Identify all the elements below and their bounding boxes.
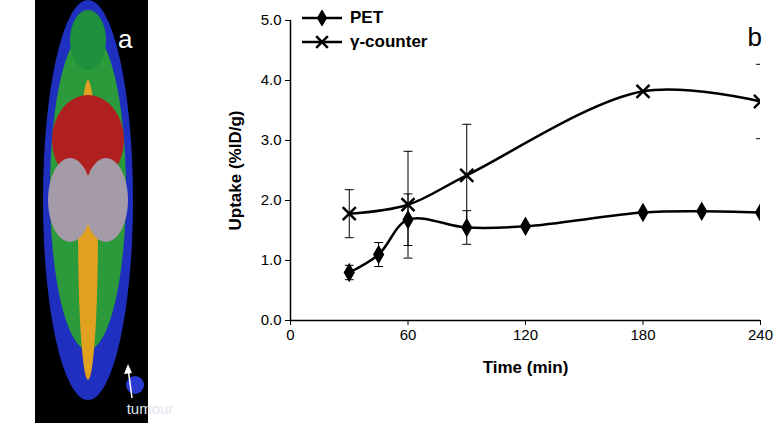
svg-text:5.0: 5.0 [261, 11, 282, 28]
svg-text:180: 180 [630, 326, 655, 343]
svg-text:240: 240 [748, 326, 773, 343]
svg-text:2.0: 2.0 [261, 191, 282, 208]
svg-text:60: 60 [400, 326, 417, 343]
svg-text:3.0: 3.0 [261, 131, 282, 148]
svg-text:a: a [118, 24, 133, 54]
html-text:PET: PET [350, 8, 384, 27]
html-text:γ-counter: γ-counter [350, 32, 428, 51]
svg-text:Uptake (%ID/g): Uptake (%ID/g) [226, 111, 245, 231]
svg-text:1.0: 1.0 [261, 251, 282, 268]
svg-text:4.0: 4.0 [261, 71, 282, 88]
svg-text:Time (min): Time (min) [483, 358, 569, 377]
svg-text:0: 0 [286, 326, 294, 343]
svg-text:120: 120 [513, 326, 538, 343]
html-text:b: b [747, 22, 762, 52]
svg-text:tumour: tumour [127, 400, 174, 417]
svg-text:0.0: 0.0 [261, 311, 282, 328]
